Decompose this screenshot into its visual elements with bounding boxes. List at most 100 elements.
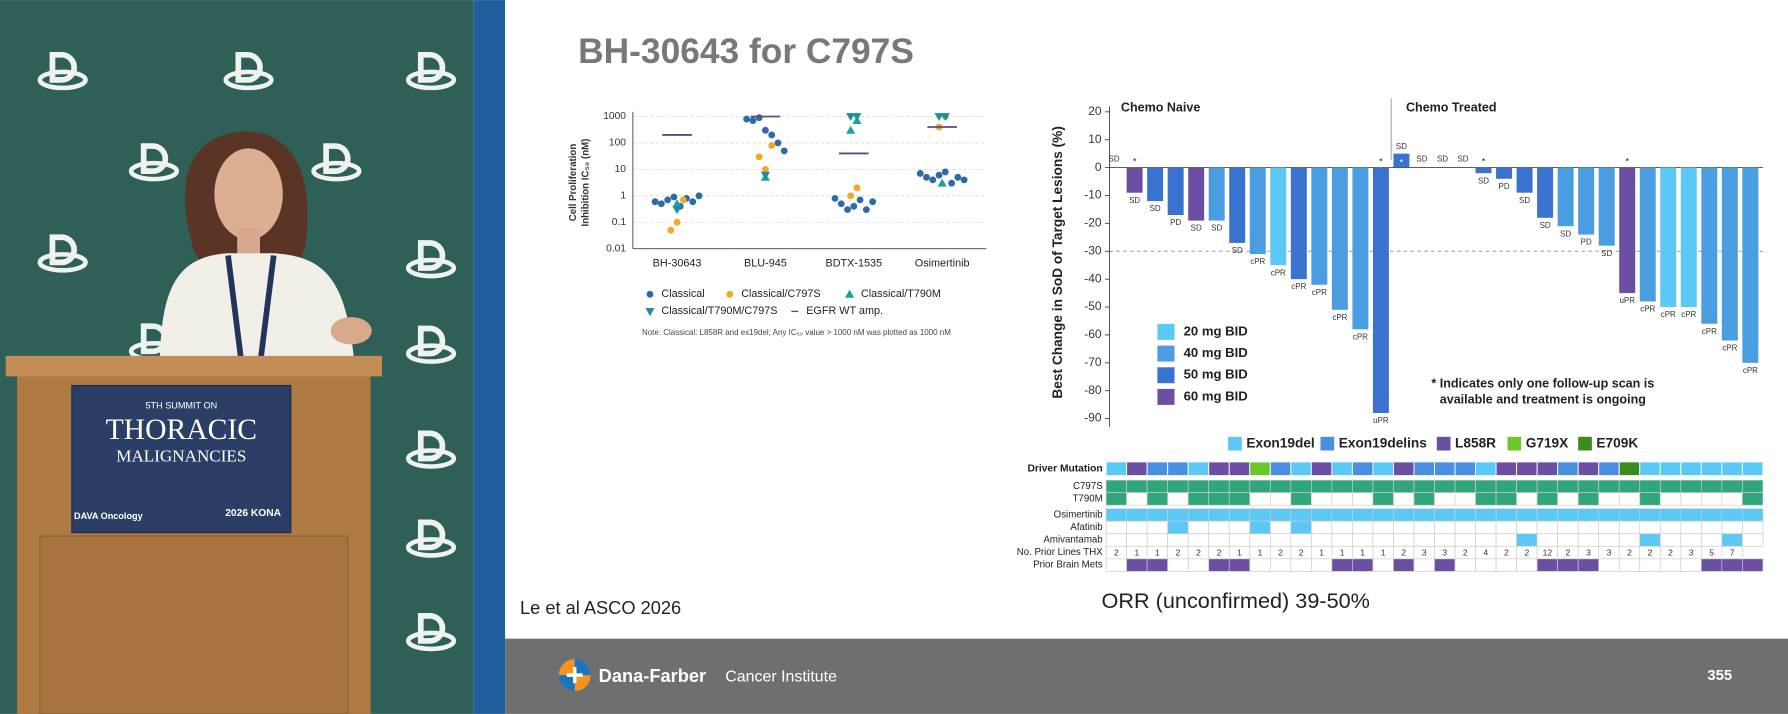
presence-cell <box>1536 520 1559 535</box>
presence-cell <box>1700 508 1723 522</box>
presence-cell <box>1577 508 1600 522</box>
bar <box>1290 167 1307 280</box>
value-label: SD <box>1478 176 1489 185</box>
bar <box>1249 167 1266 255</box>
y-tick-label: 0.1 <box>612 217 627 228</box>
cell-value: 4 <box>1483 547 1488 557</box>
group-label: Chemo Naive <box>1121 101 1200 115</box>
cell-value: 3 <box>1689 547 1694 557</box>
x-tick-label: BLU-945 <box>744 257 787 269</box>
presence-cell <box>1577 479 1600 494</box>
presence-cell <box>1639 533 1661 547</box>
presence-cell <box>1475 533 1497 547</box>
presence-cell <box>1126 508 1148 522</box>
presence-cell <box>1495 558 1517 572</box>
mutation-cell <box>1557 461 1579 477</box>
point <box>856 196 864 204</box>
presence-cell <box>1290 508 1312 522</box>
presence-cell <box>1290 558 1312 572</box>
value-label: PD <box>1499 182 1510 191</box>
presence-cell <box>1618 533 1641 547</box>
footnote: available and treatment is ongoing <box>1440 393 1646 407</box>
cell-value: 3 <box>1607 547 1612 557</box>
bar <box>1496 167 1513 179</box>
footer-logo <box>558 659 591 692</box>
row-label: Osimertinib <box>1054 509 1103 520</box>
presence-cell <box>1146 520 1169 535</box>
presence-cell <box>1105 492 1127 506</box>
legend-swatch <box>1507 436 1522 451</box>
legend-label: 20 mg BID <box>1184 323 1248 338</box>
presence-cell <box>1434 508 1456 522</box>
podium-line: THORACIC <box>106 414 257 446</box>
footnote: * Indicates only one follow-up scan is <box>1431 377 1654 391</box>
point <box>916 170 924 177</box>
mutation-cell <box>1310 461 1333 477</box>
value-label: PD <box>1170 218 1181 227</box>
bar <box>1126 167 1143 193</box>
bar <box>1537 167 1554 218</box>
mutation-cell <box>1598 461 1620 477</box>
presence-cell <box>1434 533 1456 547</box>
value-label: cPR <box>1722 344 1737 353</box>
presence-cell <box>1495 479 1517 494</box>
value-label: PD <box>1581 238 1592 247</box>
presence-cell <box>1577 533 1600 547</box>
presence-cell <box>1557 479 1579 494</box>
presence-cell <box>1454 479 1476 494</box>
presence-cell <box>1659 520 1682 535</box>
legend-swatch <box>1157 323 1175 340</box>
presence-cell <box>1331 479 1353 494</box>
value-label: cPR <box>1312 288 1327 297</box>
presence-cell <box>1598 492 1620 506</box>
presence-cell <box>1454 558 1476 572</box>
legend-label: Exon19del <box>1246 435 1314 450</box>
cell-value: 2 <box>1648 547 1653 557</box>
value-label: uPR <box>1373 416 1389 425</box>
presence-cell <box>1680 533 1702 547</box>
point <box>673 218 681 226</box>
presence-cell <box>1208 508 1230 522</box>
cell-value: 2 <box>1196 547 1201 557</box>
presence-cell <box>1495 492 1517 506</box>
legend-label: E709K <box>1596 435 1638 450</box>
point <box>651 198 659 206</box>
star: * <box>1379 156 1383 166</box>
y-tick-label: 10 <box>1088 132 1102 146</box>
presence-cell <box>1105 479 1127 494</box>
cell-value: 3 <box>1422 547 1427 557</box>
presence-cell <box>1700 479 1723 494</box>
cell-value: 3 <box>1442 547 1447 557</box>
presence-cell <box>1393 533 1415 547</box>
cell-value: 1 <box>1155 547 1160 557</box>
presence-cell <box>1228 479 1251 494</box>
mutation-cell <box>1516 461 1538 477</box>
presence-cell <box>1126 492 1148 506</box>
y-tick-label: -70 <box>1084 355 1102 369</box>
cell-value: 7 <box>1730 547 1735 557</box>
mutation-cell <box>1495 461 1518 477</box>
presence-cell <box>1598 479 1620 494</box>
presence-cell <box>1413 533 1435 547</box>
mutation-cell <box>1269 461 1292 477</box>
presence-cell <box>1146 533 1169 547</box>
bar <box>1188 167 1205 221</box>
point <box>954 173 962 181</box>
presence-cell <box>1228 558 1251 572</box>
page-number: 355 <box>1707 668 1732 684</box>
point <box>672 199 682 208</box>
presence-cell <box>1700 533 1723 547</box>
bar <box>1557 167 1574 227</box>
mutation-cell <box>1475 461 1497 477</box>
value-label: SD <box>1150 204 1161 213</box>
legend-label: Classical/T790M <box>861 288 941 300</box>
presence-cell <box>1167 558 1189 572</box>
point <box>743 115 751 123</box>
presence-cell <box>1700 520 1723 535</box>
presence-cell <box>1146 492 1169 506</box>
presence-cell <box>1269 492 1292 506</box>
cell-value: 2 <box>1668 547 1673 557</box>
presence-cell <box>1208 520 1230 535</box>
legend-label: 60 mg BID <box>1184 388 1248 403</box>
presence-cell <box>1516 492 1538 506</box>
